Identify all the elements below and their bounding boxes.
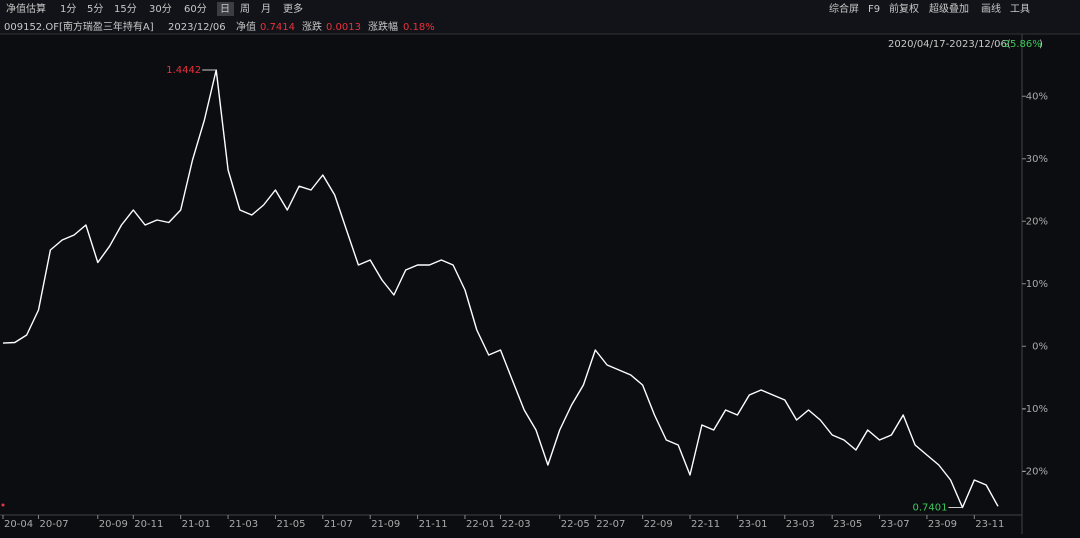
info-code: 009152.OF[南方瑞盈三年持有A] — [4, 20, 154, 33]
y-tick-label: 40% — [1026, 91, 1048, 102]
x-tick-label: 22-07 — [596, 519, 625, 530]
toolbar-button[interactable]: 画线 — [981, 2, 1001, 15]
toolbar-button[interactable]: 工具 — [1010, 3, 1030, 15]
header-bg — [0, 0, 1080, 34]
info-pct-label: 涨跌幅 — [368, 20, 398, 33]
x-tick-label: 20-09 — [99, 519, 128, 530]
y-tick-label: -20% — [1022, 466, 1048, 477]
toolbar-button[interactable]: 超级叠加 — [929, 2, 969, 15]
x-tick-label: 20-07 — [40, 519, 69, 530]
info-change: 0.0013 — [326, 22, 361, 33]
annotation: 1.4442 — [166, 65, 201, 76]
annotation: 0.7401 — [912, 503, 947, 514]
y-tick-label: 0% — [1032, 341, 1048, 352]
x-tick-label: 21-01 — [182, 519, 211, 530]
toolbar-button[interactable]: 日 — [220, 4, 230, 15]
range-text: 2020/04/17-2023/12/06( — [888, 39, 1011, 50]
range-close: ) — [1039, 39, 1043, 50]
x-tick-label: 21-07 — [324, 519, 353, 530]
range-pct: -25.86% — [1000, 39, 1042, 50]
toolbar-button[interactable]: 5分 — [87, 3, 103, 15]
x-tick-label: 21-09 — [371, 519, 400, 530]
toolbar-button[interactable]: F9 — [868, 4, 880, 15]
toolbar-button[interactable]: 1分 — [60, 3, 76, 15]
toolbar-button[interactable]: 更多 — [283, 2, 303, 15]
x-tick-label: 22-01 — [466, 519, 495, 530]
plot: 2020/04/17-2023/12/06(-25.86%) -20% -10% 0%… — [2, 39, 1048, 530]
info-change-label: 涨跌 — [302, 20, 322, 33]
toolbar-button[interactable]: 综合屏 — [829, 2, 859, 15]
x-tick-label: 23-03 — [786, 519, 815, 530]
x-tick-label: 23-11 — [975, 519, 1004, 530]
y-tick-label: -10% — [1022, 404, 1048, 415]
toolbar-button[interactable]: 月 — [261, 3, 271, 15]
y-tick-label: 10% — [1026, 279, 1048, 290]
selected-tab — [217, 2, 234, 16]
toolbar-button[interactable]: 15分 — [114, 3, 137, 15]
x-tick-label: 23-07 — [881, 519, 910, 530]
x-tick-label: 22-05 — [561, 519, 590, 530]
y-tick-label: 30% — [1026, 154, 1048, 165]
x-tick-label: 21-05 — [276, 519, 305, 530]
toolbar-button[interactable]: 周 — [240, 3, 250, 15]
x-tick-label: 22-09 — [644, 519, 673, 530]
x-tick-label: 21-03 — [229, 519, 258, 530]
x-tick-label: 23-01 — [738, 519, 767, 530]
x-tick-label: 20-04 — [4, 519, 33, 530]
info-nav-label: 净值 — [236, 20, 256, 33]
y-tick-label: 20% — [1026, 216, 1048, 227]
x-tick-label: 23-09 — [928, 519, 957, 530]
x-tick-label: 20-11 — [134, 519, 163, 530]
info-date: 2023/12/06 — [168, 22, 226, 33]
toolbar-button[interactable]: 前复权 — [889, 2, 919, 15]
toolbar-button[interactable]: 净值估算 — [6, 2, 46, 15]
info-nav: 0.7414 — [260, 22, 295, 33]
x-tick-label: 23-05 — [833, 519, 862, 530]
info-pct: 0.18% — [403, 22, 435, 33]
x-tick-label: 22-03 — [502, 519, 531, 530]
x-tick-label: 22-11 — [691, 519, 720, 530]
marker-dot — [1, 503, 5, 507]
toolbar-button[interactable]: 60分 — [184, 3, 207, 15]
nav-line — [2, 69, 999, 509]
header: 净值估算 1分 5分 15分 30分 60分 日周月更多 综合屏 F9 前复权 超级叠加 画线 工具 00… — [4, 2, 1030, 33]
toolbar-button[interactable]: 30分 — [149, 3, 172, 15]
x-tick-label: 21-11 — [419, 519, 448, 530]
